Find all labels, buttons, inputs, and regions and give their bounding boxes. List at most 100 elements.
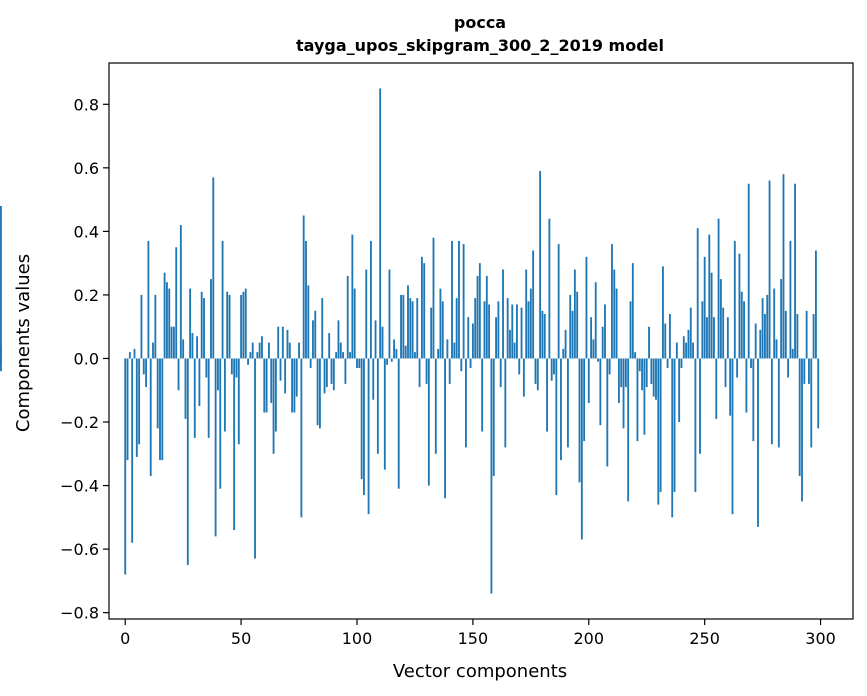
bar-19: [168, 288, 171, 359]
bar-164: [504, 358, 507, 448]
bar-53: [247, 358, 249, 365]
bar-114: [388, 269, 391, 359]
bar-290: [796, 313, 799, 359]
bar-195: [576, 291, 579, 359]
bar-113: [386, 358, 389, 365]
bar-168: [513, 342, 516, 359]
bar-192: [569, 294, 572, 359]
bar-124: [411, 301, 414, 359]
bar-283: [780, 279, 783, 359]
bar-82: [314, 310, 317, 359]
bar-110: [379, 88, 382, 359]
bar-253: [710, 272, 713, 359]
bar-152: [476, 275, 479, 359]
bar-205: [599, 358, 602, 426]
bar-177: [534, 358, 537, 384]
bar-144: [458, 240, 460, 359]
y-tick-label: 0.8: [74, 95, 99, 114]
bar-216: [624, 358, 627, 388]
bar-237: [673, 358, 676, 492]
bar-139: [446, 339, 449, 359]
bar-101: [358, 358, 361, 368]
bar-59: [261, 336, 263, 359]
bar-254: [713, 317, 715, 359]
bar-228: [652, 358, 655, 397]
bar-97: [349, 352, 351, 359]
bar-240: [680, 358, 683, 368]
bar-15: [159, 358, 161, 461]
bar-52: [244, 288, 247, 359]
bar-171: [520, 307, 523, 359]
bar-157: [488, 304, 491, 359]
bar-60: [263, 358, 266, 413]
bar-73: [293, 358, 296, 413]
bar-291: [798, 358, 801, 477]
bar-252: [708, 234, 711, 359]
bar-71: [288, 342, 291, 359]
bar-154: [481, 358, 484, 432]
bar-214: [620, 358, 623, 388]
bar-208: [606, 358, 609, 467]
bar-0: [124, 358, 127, 575]
bar-221: [636, 358, 639, 442]
bar-277: [766, 294, 769, 359]
x-axis-ticks: 0 50 100 150 200 250 300: [120, 619, 836, 648]
y-tick-label: −0.8: [60, 604, 99, 623]
bar-274: [759, 329, 762, 359]
bar-131: [427, 358, 430, 486]
bar-68: [281, 326, 284, 359]
bar-201: [590, 317, 593, 359]
bar-123: [409, 298, 412, 359]
y-axis-label: Components values: [13, 254, 34, 432]
bar-41: [219, 358, 222, 489]
bar-218: [629, 301, 632, 359]
bar-111: [381, 326, 384, 359]
bar-7: [140, 294, 143, 359]
bar-undefined: [0, 205, 2, 359]
bar-58: [258, 342, 261, 359]
bar-29: [191, 333, 194, 359]
bar-251: [706, 317, 708, 359]
bar-96: [346, 275, 349, 359]
x-tick-label: 50: [231, 629, 251, 648]
bar-107: [372, 358, 375, 400]
bar-231: [659, 358, 662, 492]
bar-35: [205, 358, 208, 378]
y-tick-label: −0.4: [60, 477, 99, 496]
bar-163: [502, 269, 504, 359]
bar-31: [196, 336, 198, 359]
bar-22: [175, 247, 178, 359]
bar-56: [254, 358, 256, 559]
x-tick-label: 250: [689, 629, 720, 648]
bar-286: [787, 358, 790, 378]
bar-129: [423, 263, 426, 359]
bar-61: [265, 358, 268, 413]
bar-145: [460, 358, 463, 372]
bar-151: [474, 298, 477, 359]
bar-176: [532, 250, 535, 359]
bar-142: [453, 342, 456, 359]
bar-65: [274, 358, 277, 432]
bar-298: [814, 250, 817, 359]
bar-140: [448, 358, 451, 384]
bar-92: [337, 320, 340, 359]
bar-271: [752, 358, 755, 442]
bar-127: [418, 358, 421, 388]
bar-55: [251, 342, 254, 359]
bar-267: [743, 301, 745, 359]
bar-14: [156, 358, 159, 429]
bar-63: [270, 358, 273, 403]
bar-1: [126, 358, 129, 461]
bar-54: [249, 352, 252, 359]
bar-297: [812, 313, 815, 359]
bar-161: [497, 301, 500, 359]
bar-103: [363, 358, 365, 496]
bar-235: [668, 313, 671, 359]
bar-26: [184, 358, 187, 419]
bar-257: [719, 279, 722, 359]
bar-180: [541, 310, 544, 359]
bar-179: [539, 171, 542, 359]
bar-125: [414, 352, 416, 359]
bar-266: [740, 291, 743, 359]
bar-199: [585, 256, 588, 359]
